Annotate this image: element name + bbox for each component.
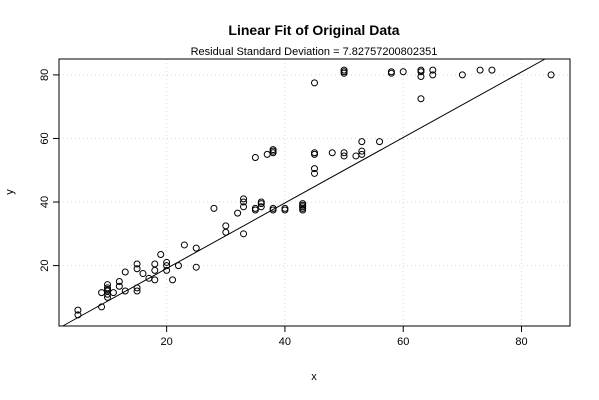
y-tick-label-3: 80 <box>39 69 51 81</box>
data-point-13 <box>121 287 129 295</box>
data-point-1 <box>74 306 82 314</box>
data-point-60 <box>311 169 318 177</box>
data-point-29 <box>174 262 182 270</box>
data-point-37 <box>240 230 248 238</box>
data-point-0 <box>74 311 82 319</box>
data-point-26 <box>163 262 171 270</box>
chart-subtitle: Residual Standard Deviation = 7.82757200… <box>191 46 438 58</box>
data-point-67 <box>340 149 348 157</box>
data-point-75 <box>376 138 384 146</box>
data-point-11 <box>115 282 123 290</box>
y-tick-label-1: 40 <box>39 196 51 208</box>
data-point-10 <box>109 289 117 297</box>
data-point-44 <box>257 203 265 211</box>
data-point-72 <box>358 150 366 158</box>
data-point-14 <box>121 268 129 276</box>
data-point-47 <box>263 150 271 158</box>
data-point-79 <box>417 95 425 103</box>
fit-line <box>62 58 546 327</box>
y-tick-label-2: 60 <box>39 132 51 144</box>
data-point-24 <box>157 250 165 258</box>
data-point-17 <box>133 265 141 273</box>
data-point-39 <box>240 198 248 206</box>
x-axis-label: x <box>311 371 317 383</box>
chart-title: Linear Fit of Original Data <box>228 22 399 38</box>
data-point-8 <box>103 284 111 292</box>
data-point-30 <box>180 241 188 249</box>
data-point-35 <box>222 222 230 230</box>
data-point-16 <box>133 284 141 292</box>
data-point-52 <box>269 146 277 154</box>
data-point-2 <box>98 303 106 311</box>
data-point-59 <box>299 200 307 208</box>
data-point-65 <box>328 149 336 157</box>
data-point-28 <box>169 276 177 284</box>
x-tick-label-3: 80 <box>515 336 527 348</box>
data-point-87 <box>488 66 496 74</box>
data-point-19 <box>139 270 147 278</box>
data-point-40 <box>240 195 248 203</box>
data-point-22 <box>151 266 159 274</box>
y-axis: 20 40 60 80 <box>39 69 59 272</box>
data-points <box>74 66 555 319</box>
x-tick-label-2: 60 <box>397 336 409 348</box>
data-point-34 <box>222 228 230 236</box>
data-point-25 <box>163 266 171 274</box>
data-point-71 <box>352 152 360 160</box>
data-point-36 <box>234 209 242 217</box>
data-point-82 <box>417 66 425 74</box>
data-point-12 <box>115 278 123 285</box>
data-point-61 <box>311 165 318 173</box>
data-point-78 <box>399 68 407 76</box>
data-point-43 <box>251 154 259 162</box>
data-point-27 <box>163 258 171 266</box>
data-point-73 <box>358 147 366 155</box>
data-point-23 <box>151 260 159 268</box>
data-point-70 <box>340 66 348 74</box>
data-point-31 <box>192 263 200 271</box>
data-point-21 <box>151 276 159 284</box>
fit-line-group <box>62 58 546 327</box>
data-point-46 <box>257 198 265 206</box>
data-point-64 <box>311 79 318 87</box>
data-point-77 <box>387 68 395 76</box>
data-point-86 <box>476 66 484 74</box>
y-axis-label: y <box>4 189 16 195</box>
data-point-38 <box>240 203 248 211</box>
data-point-9 <box>103 281 111 289</box>
data-point-3 <box>98 289 106 297</box>
data-point-54 <box>281 204 289 212</box>
plot-frame <box>58 58 571 327</box>
data-point-49 <box>269 204 277 212</box>
data-point-32 <box>192 244 200 252</box>
data-point-74 <box>358 138 366 146</box>
data-point-15 <box>133 287 141 295</box>
data-point-66 <box>340 152 348 160</box>
data-point-83 <box>429 71 437 79</box>
data-point-84 <box>429 66 437 74</box>
grid-lines <box>59 59 570 326</box>
data-point-85 <box>458 71 466 79</box>
x-axis: 20 40 60 80 <box>161 326 528 348</box>
data-point-88 <box>547 71 555 79</box>
y-tick-label-0: 20 <box>39 259 51 271</box>
x-tick-label-1: 40 <box>279 336 291 348</box>
x-tick-label-0: 20 <box>161 336 173 348</box>
data-point-63 <box>311 149 318 157</box>
data-point-18 <box>133 260 141 268</box>
data-point-33 <box>210 204 218 212</box>
